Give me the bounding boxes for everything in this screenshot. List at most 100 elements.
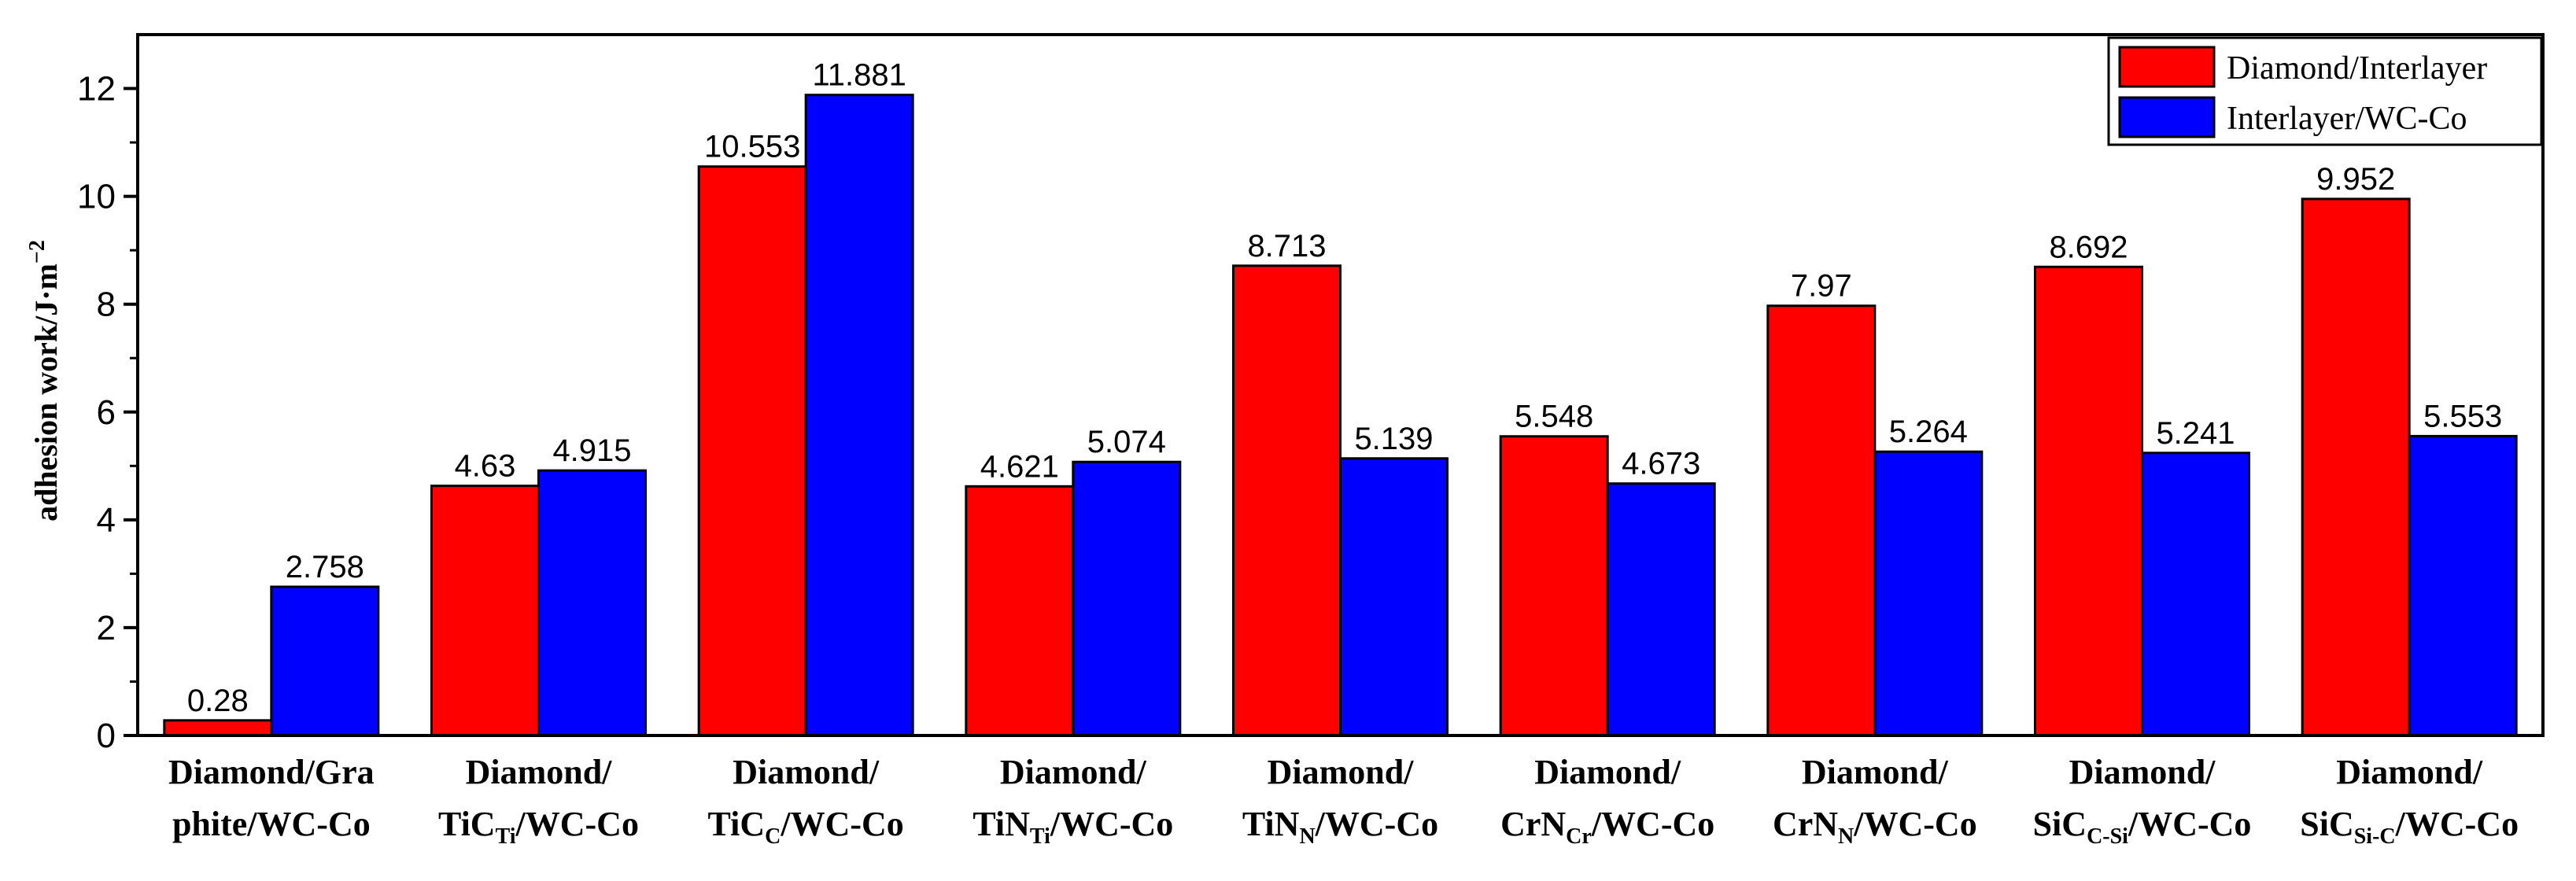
x-category-label: CrNCr/WC-Co — [1500, 805, 1714, 849]
bar-interlayer-wc-co — [1606, 482, 1716, 737]
value-labels-layer: 0.28 4.63 10.553 4.621 8.713 5.548 7.97 8.692 9.… — [187, 58, 2502, 718]
bar-value-label: 10.553 — [704, 130, 800, 164]
bar-value-label: 0.28 — [187, 684, 249, 718]
bar-value-label: 5.074 — [1087, 425, 1166, 459]
x-label-subscript: C-Si — [2087, 824, 2128, 849]
x-category-label: SiCC-Si/WC-Co — [2033, 805, 2252, 849]
legend: Diamond/Interlayer Interlayer/WC-Co — [2107, 36, 2543, 146]
x-category-label: SiCSi-C/WC-Co — [2300, 805, 2519, 849]
bar-value-label: 5.264 — [1889, 415, 1968, 449]
bar-diamond-interlayer — [1232, 264, 1342, 737]
legend-label: Interlayer/WC-Co — [2227, 101, 2467, 137]
x-label-text: Diamond/ — [2069, 753, 2216, 791]
x-category-label: Diamond/ — [466, 753, 613, 791]
x-label-text: TiC — [438, 805, 496, 843]
y-axis-title-superscript: −2 — [25, 240, 50, 264]
bar-diamond-interlayer — [430, 485, 540, 737]
x-label-subscript: Ti — [496, 824, 516, 849]
x-label-text: TiC — [708, 805, 766, 843]
x-category-label: Diamond/ — [733, 753, 880, 791]
x-label-text: /WC-Co — [2128, 805, 2251, 843]
bar-interlayer-wc-co — [1873, 450, 1984, 737]
bar-value-label: 5.548 — [1515, 400, 1593, 434]
x-label-subscript: N — [1299, 824, 1315, 849]
bars-layer — [163, 94, 2518, 737]
x-category-label: CrNN/WC-Co — [1773, 805, 1977, 849]
x-category-label: Diamond/ — [1802, 753, 1949, 791]
bar-interlayer-wc-co — [537, 469, 647, 737]
bar-interlayer-wc-co — [2408, 434, 2518, 737]
bar-value-label: 7.97 — [1791, 269, 1852, 304]
x-category-label: TiCTi/WC-Co — [438, 805, 639, 849]
x-label-text: Diamond/Gra — [168, 753, 375, 791]
bar-diamond-interlayer — [1766, 304, 1877, 737]
x-label-text: SiC — [2300, 805, 2353, 843]
y-tick-label: 12 — [77, 70, 116, 109]
x-category-label: Diamond/ — [1534, 753, 1681, 791]
bar-value-label: 4.915 — [552, 433, 631, 468]
bar-diamond-interlayer — [2034, 265, 2143, 737]
legend-swatch — [2118, 96, 2216, 138]
bar-value-label: 5.553 — [2423, 399, 2502, 433]
legend-swatch — [2118, 46, 2216, 88]
y-tick-label: 2 — [97, 609, 116, 647]
bar-value-label: 11.881 — [812, 58, 906, 93]
bar-value-label: 4.621 — [980, 449, 1059, 484]
x-label-text: /WC-Co — [1315, 805, 1438, 843]
bar-interlayer-wc-co — [804, 94, 914, 737]
x-label-text: /WC-Co — [1591, 805, 1714, 843]
legend-label: Diamond/Interlayer — [2227, 50, 2487, 87]
x-label-subscript: N — [1838, 824, 1854, 849]
x-label-subscript: Ti — [1030, 824, 1050, 849]
x-label-text: Diamond/ — [733, 753, 880, 791]
x-category-label: Diamond/Gra — [168, 753, 375, 791]
bar-value-label: 8.713 — [1247, 229, 1326, 264]
x-label-text: phite/WC-Co — [172, 805, 371, 843]
bar-interlayer-wc-co — [1339, 457, 1449, 737]
bar-value-label: 9.952 — [2316, 162, 2395, 197]
bar-interlayer-wc-co — [2141, 452, 2250, 737]
x-label-text: Diamond/ — [1534, 753, 1681, 791]
bar-value-label: 4.673 — [1622, 447, 1700, 481]
plot-frame — [136, 33, 2545, 737]
y-axis-title-main: adhesion work/J·m — [28, 264, 64, 522]
x-category-label: TiNN/WC-Co — [1242, 805, 1438, 849]
x-label-subscript: C — [765, 824, 781, 849]
y-tick-label: 4 — [97, 501, 116, 540]
x-label-text: /WC-Co — [780, 805, 903, 843]
x-label-text: Diamond/ — [2336, 753, 2483, 791]
x-label-text: /WC-Co — [1853, 805, 1976, 843]
y-tick-label: 10 — [77, 178, 116, 216]
bar-value-label: 5.139 — [1354, 422, 1433, 456]
y-tick-label: 0 — [97, 717, 116, 755]
x-category-label: Diamond/ — [1000, 753, 1147, 791]
x-category-label: TiCC/WC-Co — [708, 805, 904, 849]
x-label-text: CrN — [1773, 805, 1838, 843]
x-axis-category-labels: Diamond/Graphite/WC-CoDiamond/TiCTi/WC-C… — [168, 753, 2519, 849]
x-label-subscript: Si-C — [2354, 824, 2396, 849]
x-category-label: TiNTi/WC-Co — [972, 805, 1173, 849]
x-label-text: Diamond/ — [466, 753, 613, 791]
bar-value-label: 8.692 — [2049, 230, 2128, 264]
bar-diamond-interlayer — [965, 485, 1075, 737]
x-label-text: Diamond/ — [1268, 753, 1415, 791]
bar-value-label: 5.241 — [2156, 416, 2235, 451]
x-category-label: Diamond/ — [1268, 753, 1415, 791]
y-tick-label: 8 — [97, 286, 116, 324]
y-tick-label: 6 — [97, 393, 116, 432]
bar-diamond-interlayer — [163, 719, 273, 737]
bar-value-label: 4.63 — [455, 449, 516, 484]
bar-interlayer-wc-co — [270, 585, 380, 737]
bar-diamond-interlayer — [1499, 435, 1609, 737]
y-axis-title: adhesion work/J·m−2 — [25, 240, 64, 522]
x-category-label: Diamond/ — [2069, 753, 2216, 791]
bar-interlayer-wc-co — [1072, 460, 1182, 737]
x-label-text: /WC-Co — [2395, 805, 2519, 843]
x-label-subscript: Cr — [1566, 824, 1592, 849]
bar-value-label: 2.758 — [286, 550, 364, 584]
x-label-text: TiN — [1242, 805, 1300, 843]
x-label-text: /WC-Co — [515, 805, 639, 843]
x-label-text: TiN — [972, 805, 1030, 843]
x-category-label: Diamond/ — [2336, 753, 2483, 791]
